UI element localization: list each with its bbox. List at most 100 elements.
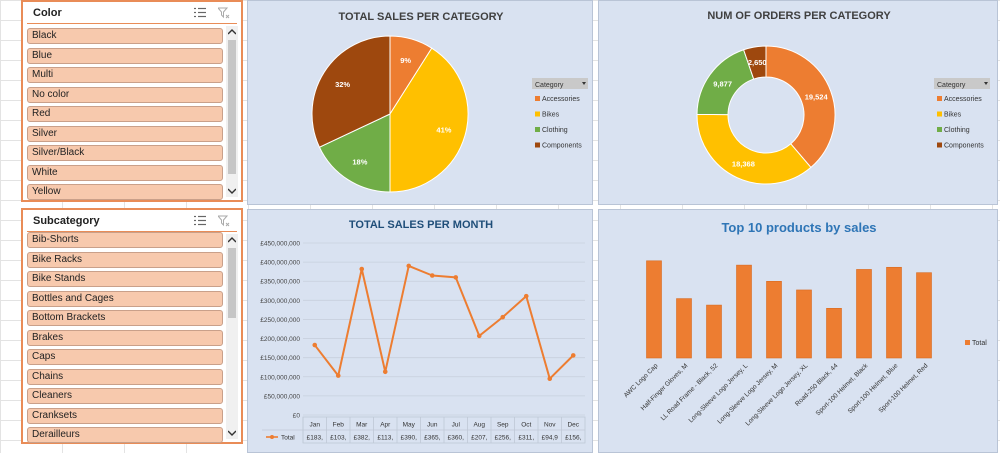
donut-chart-title: NUM OF ORDERS PER CATEGORY — [707, 10, 891, 22]
x-tick-label: Sport-100 Helmet, Blue — [847, 362, 900, 415]
x-tick-label: Nov — [544, 422, 556, 429]
subcategory-slicer-title: Subcategory — [33, 214, 100, 227]
data-table-value: £113, — [377, 435, 393, 442]
slicer-item[interactable]: Cranksets — [27, 407, 223, 424]
x-tick-label: Mar — [356, 422, 368, 429]
scroll-down-icon[interactable] — [226, 185, 238, 197]
pie-chart-title: TOTAL SALES PER CATEGORY — [338, 11, 504, 23]
data-point — [312, 342, 318, 348]
donut-data-label: 2,650 — [748, 58, 767, 67]
legend-swatch — [535, 142, 540, 148]
table-legend-marker — [270, 435, 274, 439]
legend-label: Clothing — [542, 127, 568, 134]
scroll-thumb[interactable] — [228, 248, 236, 318]
legend-label: Components — [944, 143, 984, 150]
subcategory-scrollbar[interactable] — [226, 234, 238, 439]
slicer-item[interactable]: Silver/Black — [27, 145, 223, 161]
legend-label: Bikes — [542, 112, 560, 119]
data-table-value: £156, — [565, 435, 581, 442]
slicer-item[interactable]: Bottom Brackets — [27, 310, 223, 326]
legend-title: Category — [535, 82, 564, 89]
sales-by-month-chart[interactable]: TOTAL SALES PER MONTH £0 £50,000,000 £100,… — [247, 209, 593, 453]
multi-select-icon[interactable] — [193, 214, 207, 228]
pie-data-label: 9% — [400, 56, 411, 65]
slicer-item[interactable]: Silver — [27, 125, 223, 142]
slicer-item[interactable]: Caps — [27, 349, 223, 365]
slicer-item[interactable]: White — [27, 164, 223, 181]
slicer-item[interactable]: Yellow — [27, 184, 223, 200]
color-slicer-header: Color — [27, 2, 237, 24]
y-tick-label: £100,000,000 — [260, 374, 300, 381]
slicer-item[interactable]: Brakes — [27, 329, 223, 346]
bar-chart-title: Top 10 products by sales — [721, 220, 876, 235]
donut-slice — [742, 45, 767, 80]
slicer-item[interactable]: Chains — [27, 368, 223, 385]
donut-slice — [765, 45, 836, 169]
orders-by-category-chart[interactable]: NUM OF ORDERS PER CATEGORY 19,524 18,368 9… — [598, 0, 998, 205]
data-table-value: £365, — [424, 435, 440, 442]
x-tick-label: Long-Sleeve Logo Jersey, M — [716, 362, 779, 425]
sales-by-category-chart[interactable]: TOTAL SALES PER CATEGORY 9% 41% 18% 32% Cate… — [247, 0, 593, 205]
multi-select-icon[interactable] — [193, 6, 207, 20]
x-tick-label: May — [403, 422, 416, 429]
series-line-total — [313, 264, 574, 380]
legend-swatch — [937, 111, 942, 117]
data-point — [453, 275, 459, 280]
legend-swatch — [937, 127, 942, 132]
clear-filter-icon[interactable] — [217, 214, 231, 228]
legend-label: Clothing — [944, 127, 970, 134]
bar — [886, 266, 902, 359]
slicer-item[interactable]: Bib-Shorts — [27, 232, 223, 248]
subcategory-slicer-header: Subcategory — [27, 210, 237, 232]
slicer-item[interactable]: Bottles and Cages — [27, 290, 223, 307]
scroll-down-icon[interactable] — [226, 427, 238, 439]
slicer-item[interactable]: Bike Stands — [27, 271, 223, 287]
x-tick-label: Aug — [473, 422, 485, 429]
dropdown-arrow-icon — [984, 82, 988, 85]
scroll-up-icon[interactable] — [226, 26, 238, 38]
slicer-item[interactable]: Red — [27, 106, 223, 122]
y-tick-label: £400,000,000 — [260, 260, 300, 267]
data-table-value: £311, — [518, 435, 534, 442]
data-point — [547, 376, 553, 381]
legend-swatch — [535, 127, 540, 132]
slicer-item[interactable]: Bike Racks — [27, 251, 223, 268]
donut-data-label: 18,368 — [732, 159, 755, 168]
slicer-item[interactable]: Cleaners — [27, 388, 223, 404]
scroll-thumb[interactable] — [228, 40, 236, 174]
clear-filter-icon[interactable] — [217, 6, 231, 20]
bar — [856, 269, 872, 359]
y-tick-label: £450,000,000 — [260, 241, 300, 248]
color-slicer-items: Black Blue Multi No color Red Silver Silver/Bl… — [27, 28, 223, 204]
color-slicer: Color Black Blue Multi No color Red Silver Sil… — [21, 0, 243, 202]
color-scrollbar[interactable] — [226, 26, 238, 197]
x-tick-label: Feb — [333, 422, 345, 429]
bar — [646, 260, 662, 359]
pie-slice — [389, 47, 469, 193]
donut-data-label: 9,877 — [713, 80, 732, 89]
top-products-chart[interactable]: Top 10 products by sales AWC Logo Cap Hal… — [598, 209, 998, 453]
x-tick-label: Dec — [567, 422, 579, 429]
bar — [736, 264, 752, 359]
x-tick-label: Sep — [497, 422, 509, 429]
scroll-up-icon[interactable] — [226, 234, 238, 246]
slicer-item[interactable]: Multi — [27, 67, 223, 83]
slicer-item[interactable]: Derailleurs — [27, 427, 223, 443]
pie-chart-svg: TOTAL SALES PER CATEGORY 9% 41% 18% 32% Cate… — [311, 11, 588, 193]
data-point — [429, 273, 435, 278]
subcategory-slicer: Subcategory Bib-Shorts Bike Racks Bike Sta… — [21, 208, 243, 444]
x-tick-label: LL Road Frame - Black, 52 — [660, 362, 720, 422]
x-tick-label: Jan — [310, 422, 321, 429]
slicer-item[interactable]: Black — [27, 28, 223, 44]
legend-label: Components — [542, 143, 582, 150]
data-point — [570, 353, 576, 358]
data-table-value: £94,9 — [542, 435, 559, 442]
dropdown-arrow-icon — [582, 82, 586, 85]
slicer-item[interactable]: Blue — [27, 47, 223, 64]
legend-title: Category — [937, 82, 966, 89]
donut-chart-svg: NUM OF ORDERS PER CATEGORY 19,524 18,368 9… — [696, 10, 990, 185]
data-table-value: £207, — [471, 435, 487, 442]
pie-slice — [311, 35, 391, 148]
slicer-item[interactable]: No color — [27, 86, 223, 103]
legend-title-box — [934, 78, 990, 89]
